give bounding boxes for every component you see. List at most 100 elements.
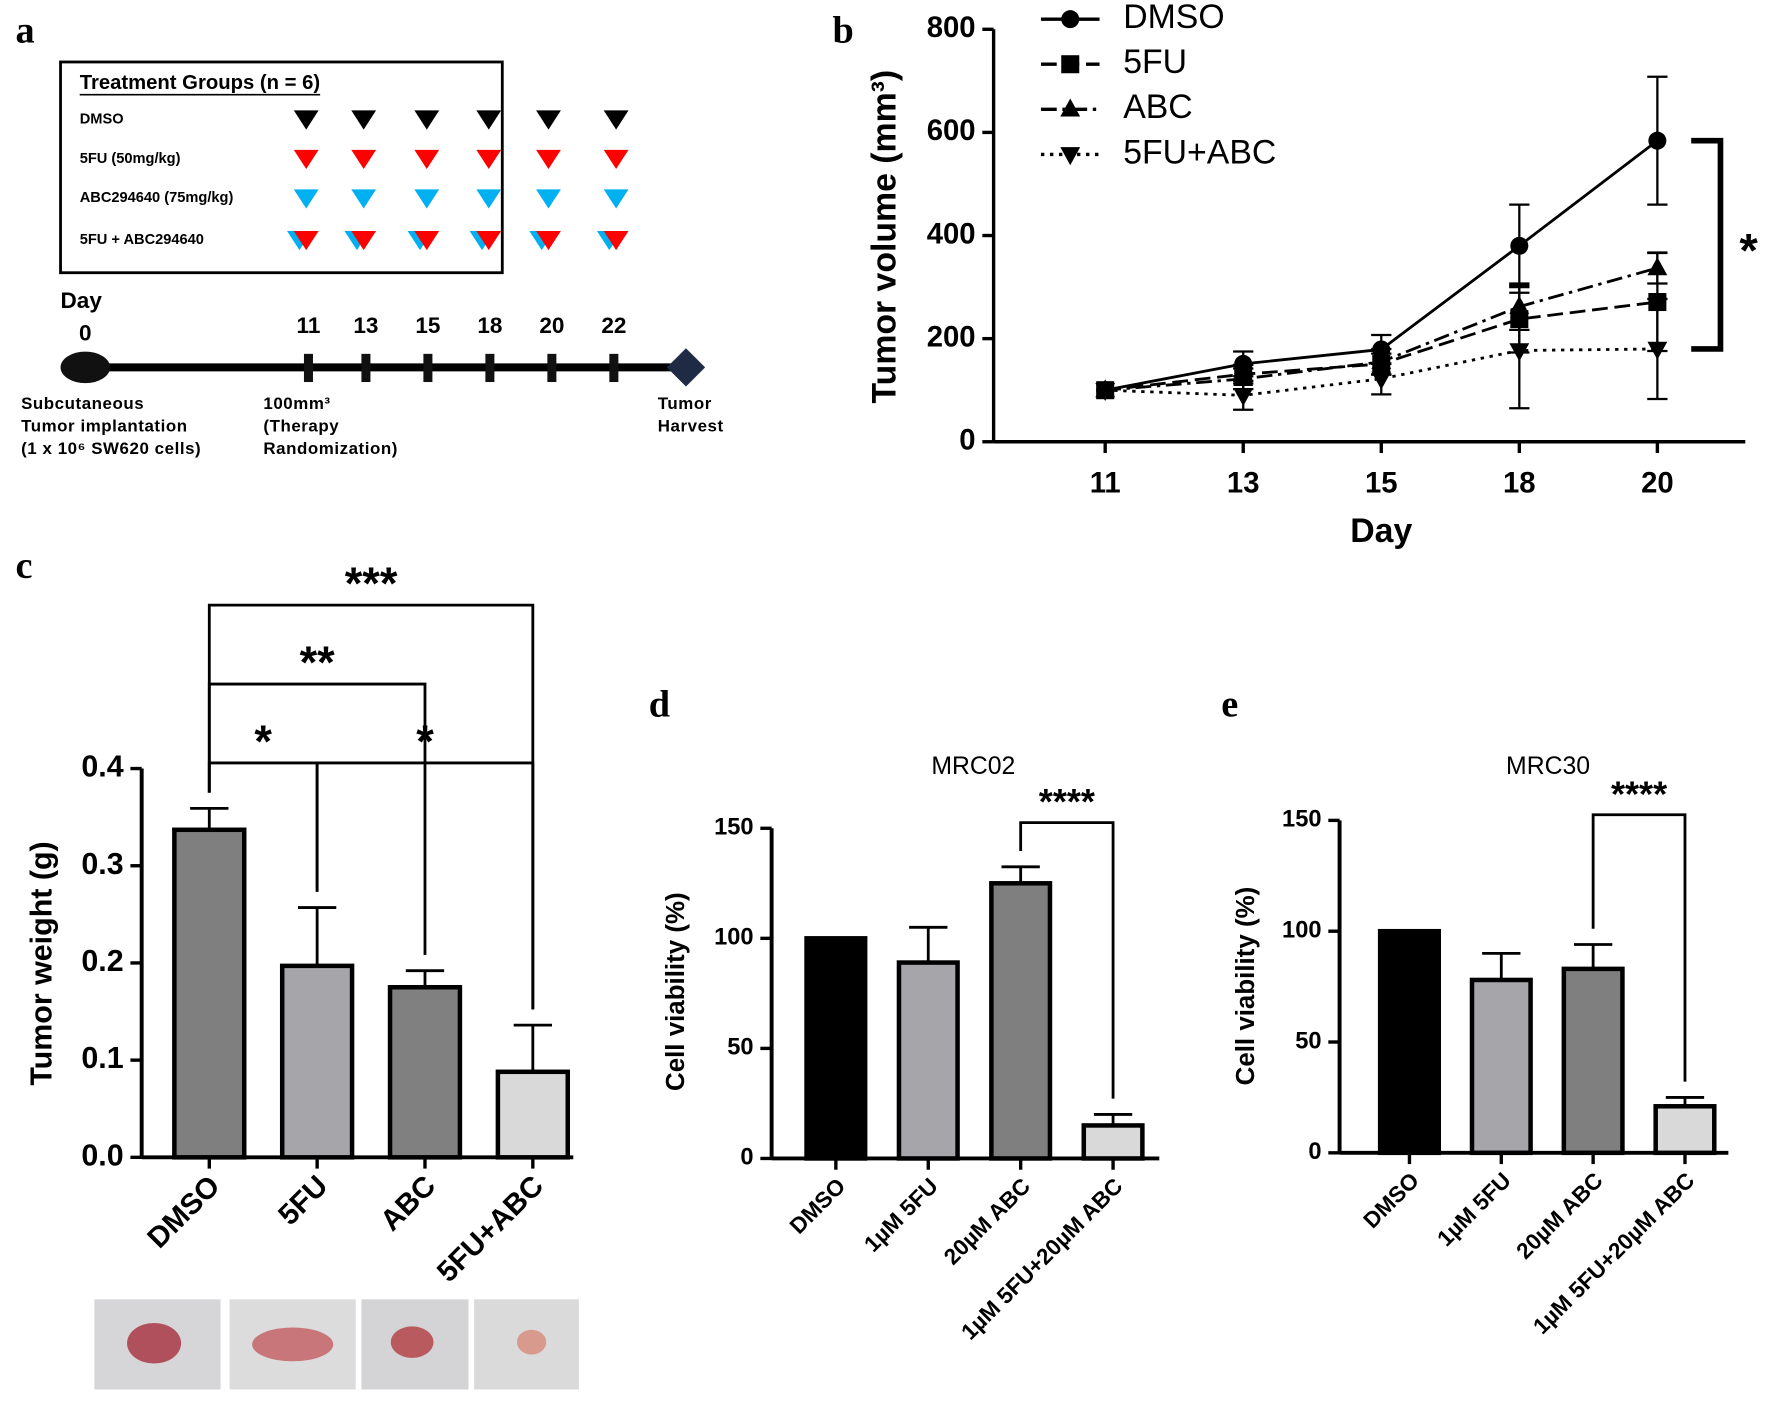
timeline-note: Randomization) — [263, 439, 398, 458]
y-tick-label: 0.4 — [81, 750, 123, 784]
y-tick-label: 200 — [927, 320, 976, 353]
x-tick-label: 11 — [1090, 466, 1121, 499]
group-name: 5FU (50mg/kg) — [80, 151, 181, 167]
significance-bracket — [1019, 821, 1115, 1099]
day-label: 22 — [601, 313, 626, 338]
y-axis-label: Tumor volume (mm³) — [865, 70, 903, 404]
marker — [1648, 131, 1667, 150]
bar — [495, 1069, 571, 1160]
day-tick — [547, 353, 557, 383]
significance-bracket — [207, 603, 535, 1010]
x-tick-label: 1µM 5FU — [1432, 1168, 1515, 1251]
marker — [1510, 236, 1529, 255]
treatment-marker — [536, 110, 561, 130]
x-tick-label: 18 — [1503, 466, 1536, 499]
significance-label: * — [254, 716, 272, 767]
y-tick-label: 600 — [927, 114, 976, 147]
x-tick-label: 1µM 5FU+20µM ABC — [956, 1173, 1127, 1344]
implant-point — [60, 351, 111, 384]
groups-title: Treatment Groups (n = 6) — [80, 72, 320, 94]
y-axis-label: Cell viability (%) — [1232, 887, 1260, 1086]
error-bar — [1573, 943, 1613, 969]
x-tick-label: DMSO — [785, 1173, 850, 1238]
treatment-marker — [603, 189, 629, 209]
y-tick-label: 100 — [714, 925, 753, 951]
day-tick — [609, 353, 619, 383]
y-axis-label: Cell viability (%) — [662, 892, 690, 1091]
y-tick-label: 50 — [1295, 1028, 1321, 1054]
timeline-note: Subcutaneous — [21, 394, 144, 413]
significance-label: ** — [300, 637, 336, 688]
marker — [1061, 10, 1080, 29]
legend-label: ABC — [1123, 88, 1193, 126]
tumor — [127, 1322, 182, 1364]
x-tick-label: 1µM 5FU+20µM ABC — [1528, 1168, 1699, 1339]
treatment-marker — [293, 189, 319, 209]
panel-label: e — [1221, 683, 1238, 725]
treatment-marker — [351, 189, 377, 209]
harvest-point — [666, 348, 706, 387]
treatment-marker — [603, 110, 629, 130]
y-tick-label: 100 — [1282, 917, 1321, 943]
timeline-note: 100mm³ — [263, 394, 330, 413]
day-tick — [303, 353, 313, 383]
error-bar — [405, 969, 445, 988]
significance-bracket — [1591, 813, 1687, 1082]
bar — [1469, 977, 1533, 1156]
y-tick-label: 400 — [927, 217, 976, 250]
error-bar — [909, 925, 948, 963]
treatment-marker — [293, 110, 319, 130]
significance-label: * — [1739, 224, 1758, 277]
bar — [1561, 966, 1625, 1156]
y-tick-label: 150 — [1282, 807, 1321, 833]
x-tick-label: DMSO — [141, 1169, 226, 1254]
day-tick — [423, 353, 433, 383]
x-tick-label: 13 — [1227, 466, 1260, 499]
treatment-marker — [293, 149, 319, 170]
error-bar — [513, 1023, 552, 1072]
panel-label: a — [15, 10, 34, 52]
y-tick-label: 0.3 — [81, 847, 123, 881]
y-tick-label: 0 — [959, 423, 975, 456]
error-bar — [1001, 865, 1040, 884]
treatment-marker — [351, 110, 377, 130]
day-label: 20 — [539, 313, 564, 338]
day-label: 13 — [353, 313, 378, 338]
marker — [1509, 343, 1530, 362]
day-label: 0 — [79, 321, 92, 346]
y-tick-label: 150 — [714, 815, 753, 841]
timeline-note: Tumor implantation — [21, 417, 188, 436]
panel-label: c — [15, 545, 32, 587]
x-tick-label: 20 — [1641, 466, 1674, 499]
day-label: 15 — [415, 313, 440, 338]
marker — [1371, 351, 1392, 370]
treatment-marker — [414, 231, 440, 251]
treatment-marker — [351, 231, 377, 251]
series-line — [1105, 347, 1658, 397]
group-name: ABC294640 (75mg/kg) — [80, 190, 234, 206]
treatment-marker — [414, 149, 440, 170]
marker — [1371, 371, 1392, 390]
tumor — [516, 1329, 547, 1355]
timeline-note: (Therapy — [263, 417, 339, 436]
treatment-marker — [476, 110, 502, 130]
treatment-marker — [603, 231, 629, 251]
x-tick-label: 15 — [1365, 466, 1398, 499]
y-tick-label: 0.0 — [81, 1138, 123, 1172]
treatment-marker — [476, 231, 502, 251]
significance-label: **** — [1039, 781, 1095, 822]
panel-label: b — [832, 10, 853, 52]
marker — [1647, 257, 1668, 276]
groups-box — [59, 60, 504, 275]
timeline-note: (1 x 10⁶ SW620 cells) — [21, 439, 201, 458]
error-bar — [1093, 1113, 1133, 1126]
error-bar — [1482, 951, 1521, 980]
treatment-marker — [476, 189, 502, 209]
marker — [1061, 55, 1080, 74]
chart-title: MRC02 — [931, 753, 1015, 780]
x-axis-label: Day — [1350, 512, 1412, 550]
x-tick-label: 20µM ABC — [1511, 1168, 1607, 1264]
day-label: 11 — [297, 313, 321, 338]
y-tick-label: 50 — [727, 1035, 753, 1061]
